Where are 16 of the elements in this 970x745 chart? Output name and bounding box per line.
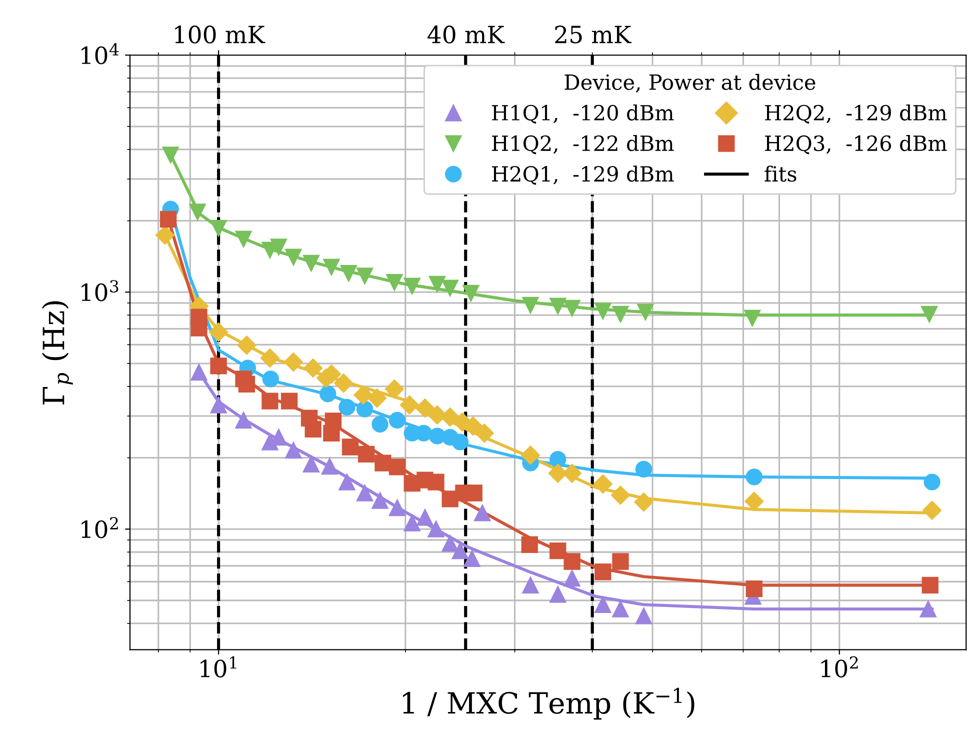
ref-line-label: 40 mK [428, 26, 505, 44]
x-tick-label: 10$^{1}$ [200, 656, 236, 678]
legend-label: fits [764, 166, 796, 182]
legend-label: H1Q1, -120 dBm [492, 104, 674, 124]
ref-line-label: 25 mK [555, 26, 632, 44]
y-tick-label: 10$^{4}$ [82, 43, 119, 64]
legend-label: H2Q2, -129 dBm [765, 104, 947, 124]
x-axis-title: 1 / MXC Temp (K$^{−1}$) [403, 688, 694, 720]
ref-line-label: 100 mK [175, 26, 266, 44]
legend-label: H1Q2, -122 dBm [492, 135, 674, 154]
legend-label: H2Q1, -129 dBm [492, 166, 674, 185]
legend-label: H2Q3, -126 dBm [765, 135, 947, 154]
y-axis-title: Γ$_{p}$ (Hz) [42, 301, 73, 404]
legend-title: Device, Power at device [564, 74, 816, 93]
y-tick-label: 10$^{2}$ [82, 517, 118, 538]
y-tick-label: 10$^{3}$ [82, 280, 118, 302]
